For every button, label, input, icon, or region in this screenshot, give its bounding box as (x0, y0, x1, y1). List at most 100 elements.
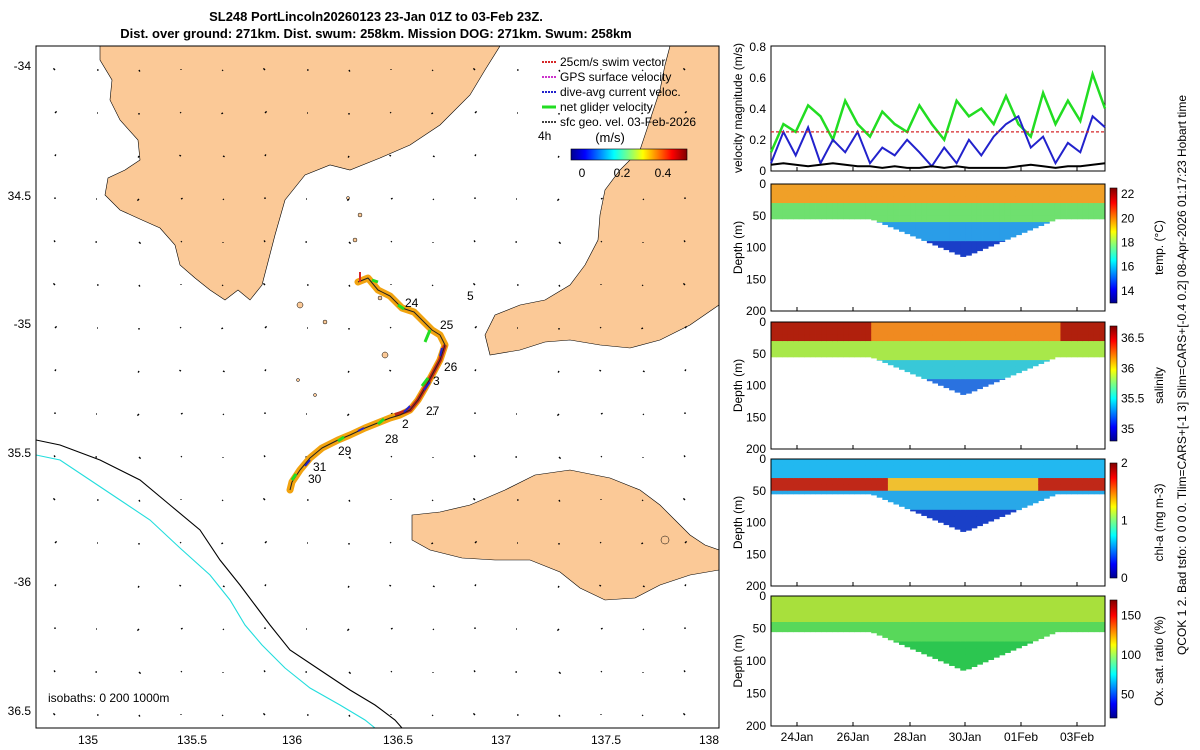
heatmap-cell (921, 322, 928, 329)
heatmap-cell (1093, 215, 1100, 220)
heatmap-cell (926, 234, 933, 242)
heatmap-cell (1027, 465, 1034, 473)
sfc-vector (557, 155, 560, 158)
sfc-vector (348, 69, 351, 72)
heatmap-cell (821, 322, 828, 329)
colorbar-tick: 18 (1121, 235, 1135, 249)
heatmap-cell (854, 209, 861, 217)
day-label: 24 (405, 296, 419, 310)
heatmap-cell (871, 602, 878, 610)
heatmap-cell (1099, 341, 1106, 348)
heatmap-cell (938, 465, 944, 473)
heatmap-cell (899, 328, 905, 336)
heatmap-cell (1010, 622, 1017, 629)
heatmap-cell (1038, 341, 1045, 348)
heatmap-cell (976, 385, 983, 390)
heatmap-cell (904, 353, 911, 361)
heatmap-cell (782, 334, 789, 342)
heatmap-cell (993, 609, 1000, 616)
heatmap-cell (1071, 628, 1078, 633)
heatmap-cell (843, 484, 850, 492)
heatmap-cell (1054, 596, 1061, 603)
heatmap-cell (793, 215, 800, 220)
heatmap-cell (904, 484, 911, 492)
heatmap-cell (1038, 196, 1045, 204)
heatmap-cell (926, 478, 933, 485)
heatmap-cell (843, 328, 850, 336)
landmass-kangaroo-island (411, 469, 719, 601)
heatmap-cell (1004, 196, 1011, 204)
heatmap-cell (976, 628, 983, 636)
heatmap-cell (999, 209, 1006, 217)
heatmap-cell (860, 196, 867, 204)
heatmap-cell (926, 459, 933, 466)
heatmap-cell (1010, 635, 1017, 642)
heatmap-cell (882, 203, 889, 210)
heatmap-cell (1066, 347, 1072, 355)
x-tick: 01Feb (1004, 730, 1038, 744)
y-tick: 150 (746, 272, 766, 286)
heatmap-cell (965, 372, 972, 380)
heatmap-cell (771, 196, 777, 204)
heatmap-cell (926, 471, 933, 479)
heatmap-cell (1027, 478, 1034, 485)
heatmap-cell (965, 522, 972, 530)
heatmap-cell (926, 615, 933, 623)
heatmap-cell (921, 366, 928, 374)
heatmap-cell (893, 615, 900, 623)
heatmap-cell (1010, 509, 1017, 513)
sfc-vector (264, 540, 268, 544)
heatmap-cell (926, 596, 933, 603)
heatmap-cell (921, 215, 928, 223)
heatmap-cell (882, 322, 889, 329)
heatmap-cell (1093, 347, 1100, 355)
heatmap-cell (804, 609, 811, 616)
heatmap-cell (776, 490, 783, 495)
heatmap-cell (1054, 602, 1061, 610)
heatmap-cell (1038, 497, 1045, 501)
heatmap-cell (960, 215, 967, 223)
heatmap-cell (965, 379, 972, 386)
heatmap-cell (876, 596, 883, 603)
heatmap-cell (938, 635, 944, 642)
heatmap-cell (1015, 222, 1022, 229)
heatmap-cell (1015, 353, 1022, 361)
heatmap-cell (782, 609, 789, 616)
heatmap-cell (1054, 459, 1061, 466)
heatmap-cell (993, 596, 1000, 603)
heatmap-cell (1021, 328, 1028, 336)
heatmap-cell (854, 490, 861, 495)
heatmap-cell (926, 635, 933, 642)
heatmap-cell (1038, 635, 1045, 639)
heatmap-cell (887, 478, 894, 485)
heatmap-cell (899, 628, 905, 636)
heatmap-cell (1043, 628, 1050, 636)
sfc-vector (431, 499, 434, 502)
heatmap-cell (1032, 203, 1039, 210)
heatmap-cell (971, 522, 978, 529)
heatmap-cell (865, 602, 872, 610)
heatmap-cell (854, 322, 861, 329)
heatmap-cell (965, 203, 972, 210)
heatmap-cell (843, 322, 850, 329)
sfc-vector (390, 670, 393, 673)
heatmap-cell (1060, 609, 1067, 616)
heatmap-cell (1038, 215, 1045, 223)
heatmap-cell (965, 516, 972, 523)
heatmap-cell (932, 190, 939, 198)
heatmap-cell (1032, 334, 1039, 342)
heatmap-cell (915, 196, 922, 204)
heatmap-cell (782, 459, 789, 466)
heatmap-cell (809, 353, 816, 358)
heatmap-cell (815, 609, 822, 616)
heatmap-cell (960, 615, 967, 623)
heatmap-cell (876, 322, 883, 329)
heatmap-cell (971, 497, 978, 504)
heatmap-cell (1038, 222, 1045, 226)
heatmap-cell (932, 628, 939, 636)
heatmap-cell (949, 602, 956, 610)
heatmap-cell (904, 497, 911, 504)
heatmap-cell (1043, 322, 1050, 329)
heatmap-cell (954, 609, 961, 616)
heatmap-cell (904, 478, 911, 485)
